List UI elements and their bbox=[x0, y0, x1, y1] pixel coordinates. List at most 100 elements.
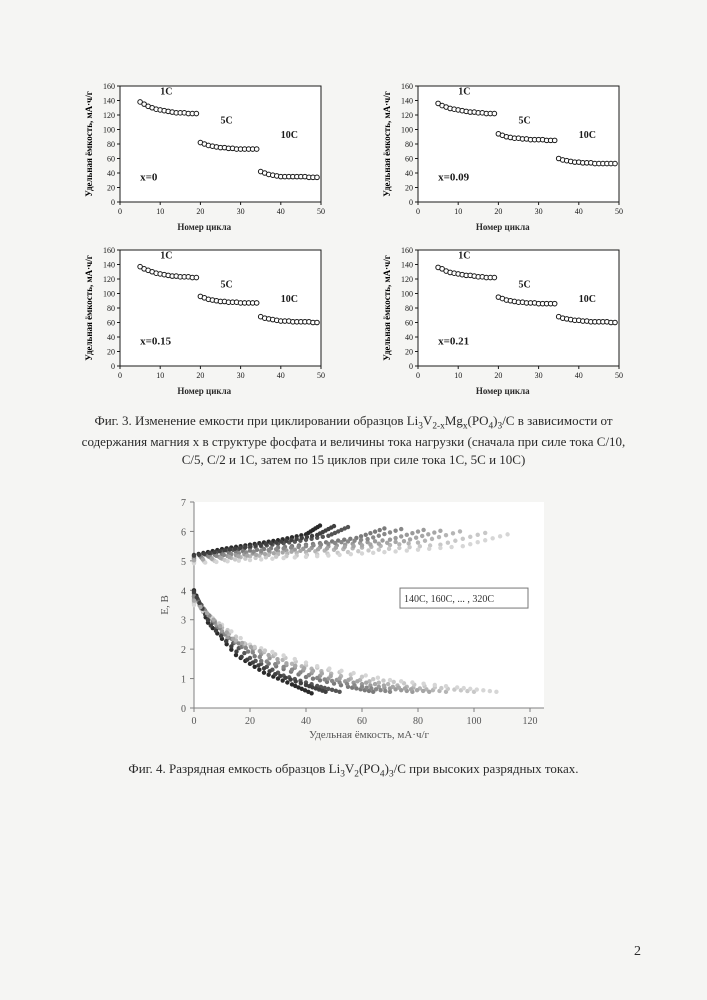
svg-text:0: 0 bbox=[118, 371, 122, 380]
svg-text:20: 20 bbox=[405, 348, 413, 357]
svg-text:50: 50 bbox=[317, 207, 325, 216]
svg-text:1С: 1С bbox=[458, 251, 470, 262]
svg-text:10С: 10С bbox=[281, 130, 298, 141]
svg-text:160: 160 bbox=[103, 246, 115, 255]
fig3-panel-0: 02040608010012014016001020304050Удельная… bbox=[70, 80, 339, 232]
svg-text:50: 50 bbox=[615, 207, 623, 216]
svg-text:10: 10 bbox=[454, 207, 462, 216]
svg-text:3: 3 bbox=[181, 616, 186, 627]
svg-text:6: 6 bbox=[181, 528, 186, 539]
svg-text:10С: 10С bbox=[579, 294, 596, 305]
svg-text:20: 20 bbox=[196, 371, 204, 380]
svg-text:Удельная ёмкость, мА·ч/г: Удельная ёмкость, мА·ч/г bbox=[308, 729, 429, 741]
svg-text:50: 50 bbox=[317, 371, 325, 380]
svg-text:Удельная ёмкость, мА·ч/г: Удельная ёмкость, мА·ч/г bbox=[382, 91, 392, 197]
svg-text:20: 20 bbox=[107, 348, 115, 357]
svg-text:10: 10 bbox=[156, 371, 164, 380]
svg-text:Удельная ёмкость, мА·ч/г: Удельная ёмкость, мА·ч/г bbox=[382, 255, 392, 361]
svg-text:100: 100 bbox=[103, 290, 115, 299]
svg-text:120: 120 bbox=[103, 111, 115, 120]
svg-text:60: 60 bbox=[107, 155, 115, 164]
svg-text:1С: 1С bbox=[160, 251, 172, 262]
fig4-svg-slot: 0 1 2 3 4 5 6 7 0 20 40 60 80 100 120 Е, В Удельная ёмко… bbox=[154, 492, 554, 747]
fig3-caption-text: Фиг. 3. Изменение емкости при циклирован… bbox=[82, 413, 626, 467]
svg-text:20: 20 bbox=[405, 184, 413, 193]
svg-text:50: 50 bbox=[615, 371, 623, 380]
svg-text:Е, В: Е, В bbox=[159, 596, 171, 616]
svg-text:140: 140 bbox=[401, 97, 413, 106]
svg-text:20: 20 bbox=[495, 207, 503, 216]
fig3-caption: Фиг. 3. Изменение емкости при циклирован… bbox=[80, 412, 627, 468]
svg-text:40: 40 bbox=[405, 169, 413, 178]
svg-text:10: 10 bbox=[454, 371, 462, 380]
svg-text:40: 40 bbox=[301, 716, 311, 727]
svg-text:1С: 1С bbox=[458, 87, 470, 98]
svg-text:100: 100 bbox=[466, 716, 481, 727]
svg-text:30: 30 bbox=[236, 207, 244, 216]
svg-text:140: 140 bbox=[103, 97, 115, 106]
svg-text:80: 80 bbox=[413, 716, 423, 727]
svg-text:10: 10 bbox=[156, 207, 164, 216]
svg-text:120: 120 bbox=[522, 716, 537, 727]
svg-text:Удельная ёмкость, мА·ч/г: Удельная ёмкость, мА·ч/г bbox=[84, 91, 94, 197]
page-number: 2 bbox=[634, 944, 641, 960]
svg-text:40: 40 bbox=[277, 207, 285, 216]
svg-text:120: 120 bbox=[103, 275, 115, 284]
svg-text:140: 140 bbox=[401, 261, 413, 270]
xaxis-label: Номер цикла bbox=[476, 222, 530, 232]
svg-text:140С, 160С, ... , 320С: 140С, 160С, ... , 320С bbox=[404, 594, 494, 605]
svg-text:5: 5 bbox=[181, 557, 186, 568]
svg-text:20: 20 bbox=[196, 207, 204, 216]
fig3-panel-3: 02040608010012014016001020304050Удельная… bbox=[369, 244, 638, 396]
svg-text:0: 0 bbox=[409, 362, 413, 371]
svg-text:160: 160 bbox=[103, 82, 115, 91]
fig3-svg-slot-3: 02040608010012014016001020304050Удельная… bbox=[380, 244, 625, 384]
svg-text:1: 1 bbox=[181, 675, 186, 686]
svg-text:0: 0 bbox=[181, 704, 186, 715]
svg-text:0: 0 bbox=[118, 207, 122, 216]
fig3-panel-2: 02040608010012014016001020304050Удельная… bbox=[70, 244, 339, 396]
svg-text:0: 0 bbox=[416, 371, 420, 380]
svg-text:10С: 10С bbox=[579, 130, 596, 141]
fig3-svg-slot-0: 02040608010012014016001020304050Удельная… bbox=[82, 80, 327, 220]
svg-text:30: 30 bbox=[236, 371, 244, 380]
svg-text:x=0.15: x=0.15 bbox=[140, 335, 172, 347]
svg-text:7: 7 bbox=[181, 498, 186, 509]
fig4-wrap: 0 1 2 3 4 5 6 7 0 20 40 60 80 100 120 Е, В Удельная ёмко… bbox=[70, 492, 637, 747]
svg-text:160: 160 bbox=[401, 246, 413, 255]
fig3-grid: 02040608010012014016001020304050Удельная… bbox=[70, 80, 637, 396]
svg-text:0: 0 bbox=[111, 362, 115, 371]
svg-text:100: 100 bbox=[103, 126, 115, 135]
svg-text:0: 0 bbox=[191, 716, 196, 727]
svg-text:60: 60 bbox=[107, 319, 115, 328]
svg-text:100: 100 bbox=[401, 126, 413, 135]
svg-text:0: 0 bbox=[409, 198, 413, 207]
svg-text:0: 0 bbox=[111, 198, 115, 207]
fig3-panel-1: 02040608010012014016001020304050Удельная… bbox=[369, 80, 638, 232]
fig4-caption: Фиг. 4. Разрядная емкость образцов Li3V2… bbox=[80, 761, 627, 780]
svg-text:60: 60 bbox=[357, 716, 367, 727]
svg-text:5С: 5С bbox=[220, 116, 232, 127]
svg-text:5С: 5С bbox=[220, 280, 232, 291]
svg-text:30: 30 bbox=[535, 207, 543, 216]
svg-text:1С: 1С bbox=[160, 87, 172, 98]
svg-text:40: 40 bbox=[107, 169, 115, 178]
svg-text:60: 60 bbox=[405, 155, 413, 164]
svg-text:60: 60 bbox=[405, 319, 413, 328]
svg-text:2: 2 bbox=[181, 645, 186, 656]
svg-text:40: 40 bbox=[107, 333, 115, 342]
svg-text:10С: 10С bbox=[281, 294, 298, 305]
svg-text:20: 20 bbox=[245, 716, 255, 727]
svg-text:140: 140 bbox=[103, 261, 115, 270]
svg-text:20: 20 bbox=[495, 371, 503, 380]
svg-text:4: 4 bbox=[181, 587, 186, 598]
svg-text:120: 120 bbox=[401, 111, 413, 120]
svg-text:0: 0 bbox=[416, 207, 420, 216]
svg-text:40: 40 bbox=[575, 371, 583, 380]
fig3-svg-slot-2: 02040608010012014016001020304050Удельная… bbox=[82, 244, 327, 384]
svg-text:30: 30 bbox=[535, 371, 543, 380]
svg-text:x=0.09: x=0.09 bbox=[438, 171, 470, 183]
svg-text:80: 80 bbox=[405, 140, 413, 149]
xaxis-label: Номер цикла bbox=[177, 222, 231, 232]
svg-text:80: 80 bbox=[107, 304, 115, 313]
